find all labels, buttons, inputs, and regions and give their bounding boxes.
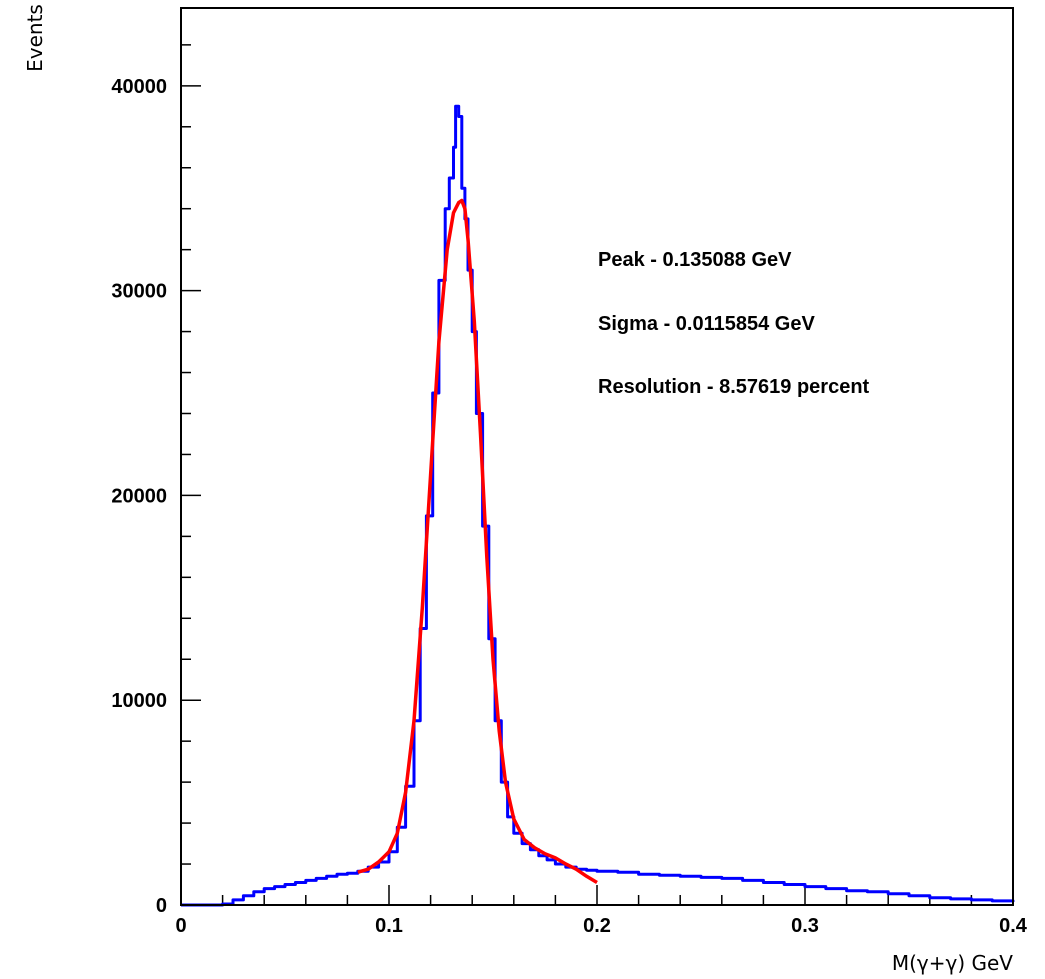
axis-ticks — [180, 44, 1014, 906]
y-tick-label: 20000 — [111, 485, 167, 507]
x-tick-label: 0.1 — [375, 915, 403, 937]
annotation-sigma: Sigma - 0.0115854 GeV — [598, 313, 815, 335]
x-tick-label: 0.4 — [999, 915, 1028, 937]
y-tick-label: 30000 — [111, 281, 167, 303]
y-tick-label: 10000 — [111, 690, 167, 712]
plot-frame — [180, 7, 1014, 906]
fit-curve-series — [357, 198, 598, 885]
x-tick-label: 0.3 — [791, 915, 819, 937]
annotation-resolution: Resolution - 8.57619 percent — [598, 376, 870, 398]
series-layer — [181, 104, 1015, 907]
x-axis-title: M(γ+γ) GeV — [892, 951, 1013, 975]
y-tick-label: 40000 — [111, 76, 167, 98]
y-tick-label: 0 — [156, 895, 167, 917]
x-tick-label: 0 — [175, 915, 186, 937]
y-axis-title: Events — [23, 4, 47, 72]
histogram-series — [181, 104, 1015, 907]
tick-labels: 0 0.1 0.2 0.3 0.4 0 10000 20000 30000 40000 — [111, 76, 1027, 937]
annotation-peak: Peak - 0.135088 GeV — [598, 249, 792, 271]
x-tick-label: 0.2 — [583, 915, 611, 937]
